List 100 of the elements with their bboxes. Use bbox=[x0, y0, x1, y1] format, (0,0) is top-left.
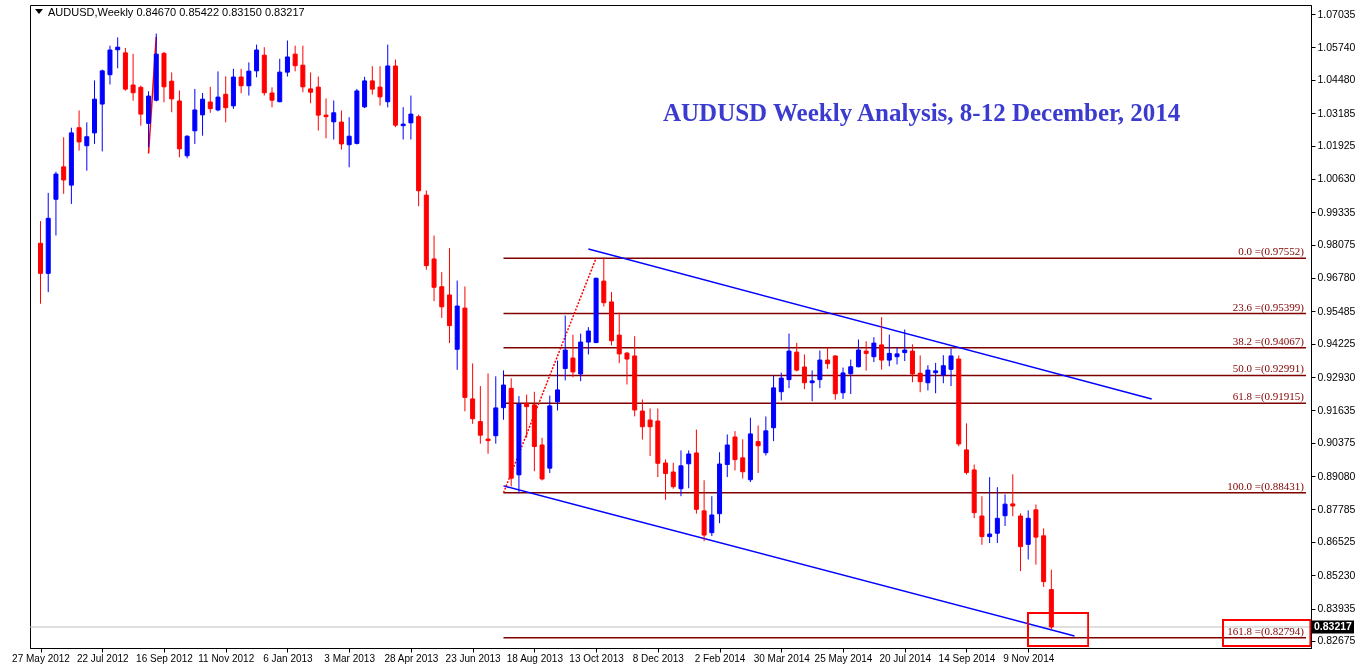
candlestick bbox=[886, 334, 892, 367]
candlestick bbox=[200, 93, 206, 136]
y-tick-label: 1.00630 bbox=[1317, 172, 1356, 185]
candlestick bbox=[76, 110, 82, 151]
candlestick bbox=[840, 367, 846, 399]
x-tick-label: 30 Mar 2014 bbox=[753, 652, 811, 664]
x-tick-label: 8 Dec 2013 bbox=[632, 652, 685, 664]
candlestick bbox=[400, 107, 406, 140]
candlestick bbox=[300, 45, 306, 93]
y-tick-label: 0.91635 bbox=[1317, 403, 1356, 416]
candlestick bbox=[678, 450, 684, 497]
candlestick bbox=[763, 416, 769, 456]
candlestick bbox=[292, 45, 298, 72]
y-tick-label: 0.83935 bbox=[1317, 602, 1356, 614]
candlestick bbox=[570, 334, 576, 378]
candlestick bbox=[624, 351, 630, 385]
candlestick bbox=[894, 347, 900, 365]
candlestick bbox=[338, 110, 344, 150]
candlestick bbox=[284, 40, 290, 77]
y-tick-label: 0.92930 bbox=[1317, 370, 1356, 383]
candlestick bbox=[192, 88, 198, 144]
annotation: 0.0 =(0.97552) bbox=[1238, 245, 1305, 259]
candlestick bbox=[223, 76, 229, 123]
candlestick bbox=[663, 459, 669, 500]
annotation: 38.2 =(0.94067) bbox=[1232, 334, 1305, 348]
x-tick-label: 6 Jan 2013 bbox=[263, 652, 314, 664]
candlestick bbox=[909, 344, 915, 383]
candlestick bbox=[524, 394, 530, 438]
x-tick-label: 22 Jul 2012 bbox=[76, 652, 130, 664]
text: AUDUSD Weekly Analysis, 8-12 December, 2014 bbox=[663, 99, 1181, 126]
x-tick-label: 11 Nov 2012 bbox=[198, 652, 255, 664]
x-tick-label: 18 Aug 2013 bbox=[506, 652, 564, 664]
candlestick bbox=[84, 122, 90, 171]
candlestick bbox=[501, 370, 506, 420]
candlestick bbox=[994, 487, 1000, 544]
candlestick bbox=[917, 355, 923, 393]
candlestick bbox=[809, 370, 815, 402]
candlestick bbox=[979, 496, 985, 545]
candlestick bbox=[246, 62, 252, 96]
candlestick bbox=[61, 137, 67, 194]
candlestick bbox=[346, 117, 352, 168]
candlestick bbox=[639, 399, 645, 440]
annotation: 161.8 =(0.82794) bbox=[1227, 624, 1305, 638]
candlestick bbox=[562, 315, 568, 381]
y-tick-label: 1.05740 bbox=[1317, 40, 1356, 53]
candlestick bbox=[647, 408, 653, 457]
y-tick-label: 0.98075 bbox=[1317, 238, 1356, 251]
candlestick bbox=[331, 100, 337, 140]
x-tick-label: 23 Jun 2013 bbox=[445, 652, 502, 664]
candlestick bbox=[848, 359, 854, 395]
candlestick bbox=[1010, 474, 1016, 517]
candlestick bbox=[755, 425, 761, 474]
candlestick bbox=[933, 362, 939, 394]
ref-line-label: 0.83217 bbox=[1314, 619, 1353, 632]
candlestick bbox=[477, 386, 483, 444]
x-tick-label: 16 Sep 2012 bbox=[136, 652, 194, 664]
candlestick bbox=[925, 365, 931, 391]
candlestick bbox=[616, 312, 622, 364]
candlestick bbox=[879, 317, 885, 370]
x-tick-label: 28 Apr 2013 bbox=[384, 652, 439, 664]
candlestick bbox=[686, 450, 692, 489]
candlestick bbox=[323, 98, 329, 139]
candlestick bbox=[778, 372, 784, 401]
candlestick bbox=[485, 373, 491, 454]
candlestick bbox=[724, 434, 730, 478]
candlestick bbox=[1002, 494, 1008, 527]
candlestick bbox=[825, 347, 831, 369]
candlestick bbox=[377, 66, 383, 106]
candlestick bbox=[130, 53, 136, 101]
candlestick bbox=[801, 354, 807, 390]
candlestick bbox=[585, 327, 591, 355]
candlestick bbox=[169, 72, 175, 113]
candlestick bbox=[963, 423, 969, 475]
candlestick bbox=[408, 95, 414, 140]
y-tick-label: 0.94225 bbox=[1317, 337, 1356, 350]
annotation: 100.0 =(0.88431) bbox=[1227, 479, 1305, 493]
candlestick bbox=[940, 355, 946, 384]
candlestick bbox=[470, 363, 476, 424]
y-tick-label: 0.82675 bbox=[1317, 634, 1356, 647]
candlestick bbox=[902, 329, 908, 362]
candlestick bbox=[871, 337, 877, 363]
candlestick bbox=[369, 66, 375, 95]
candlestick bbox=[207, 86, 213, 113]
candlestick bbox=[215, 71, 221, 112]
y-tick-label: 0.86525 bbox=[1317, 535, 1356, 548]
annotation: 50.0 =(0.92991) bbox=[1232, 362, 1305, 376]
candlestick bbox=[740, 439, 746, 479]
x-tick-label: 27 May 2012 bbox=[12, 652, 71, 664]
y-tick-label: 0.90375 bbox=[1317, 436, 1356, 449]
x-tick-label: 9 Nov 2014 bbox=[1003, 652, 1055, 664]
y-tick-label: 1.07035 bbox=[1317, 7, 1356, 20]
y-tick-label: 0.89080 bbox=[1317, 469, 1356, 482]
candlestick bbox=[308, 72, 314, 104]
x-tick-label: 2 Feb 2014 bbox=[694, 652, 746, 664]
candlestick bbox=[601, 257, 607, 307]
candlestick bbox=[794, 342, 800, 372]
candlestick bbox=[254, 44, 260, 78]
y-tick-label: 0.99335 bbox=[1317, 205, 1356, 218]
candlestick bbox=[817, 350, 823, 389]
candlestick bbox=[709, 496, 715, 537]
